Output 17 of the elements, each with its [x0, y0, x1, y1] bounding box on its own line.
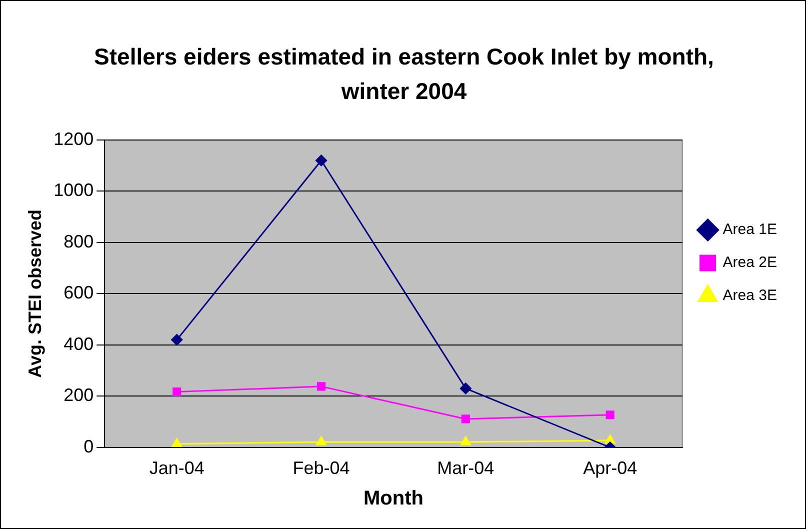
- x-tick-label: Jan-04: [149, 458, 204, 478]
- y-axis-title: Avg. STEI observed: [24, 210, 45, 378]
- y-tick-label: 600: [64, 282, 94, 303]
- legend-label: Area 2E: [722, 254, 778, 272]
- y-tick-label: 1200: [54, 128, 94, 149]
- legend-label: Area 1E: [722, 221, 778, 238]
- y-tick-label: 200: [64, 385, 94, 406]
- legend-label: Area 3E: [722, 287, 778, 304]
- x-axis-title: Month: [363, 488, 424, 510]
- x-tick-label: Feb-04: [292, 458, 350, 478]
- y-tick-label: 800: [64, 231, 94, 252]
- y-tick-label: 1000: [54, 180, 94, 200]
- y-tick-label: 0: [84, 436, 94, 456]
- x-tick-label: Apr-04: [583, 458, 638, 478]
- x-tick-label: Mar-04: [437, 458, 494, 478]
- y-tick-label: 400: [64, 334, 94, 354]
- chart-title: Stellers eiders estimated in eastern Cook Inlet by month, winter 2004: [94, 44, 714, 104]
